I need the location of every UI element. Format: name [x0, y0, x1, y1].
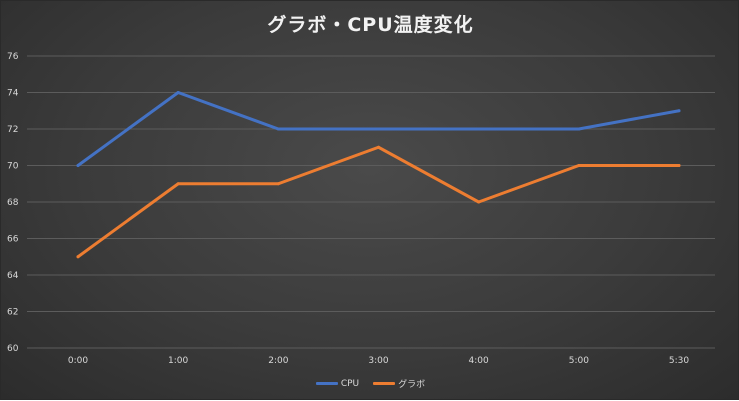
legend-swatch-gpu [373, 382, 396, 385]
y-tick-label: 74 [7, 89, 19, 99]
y-tick-label: 76 [7, 52, 19, 62]
x-tick-label: 1:00 [168, 356, 188, 366]
y-tick-label: 62 [7, 308, 18, 318]
legend: CPU グラボ [1, 377, 739, 390]
data-point-gpu [677, 164, 681, 167]
x-tick-label: 5:30 [669, 356, 689, 366]
legend-label-cpu: CPU [340, 378, 360, 389]
legend-item-cpu: CPU [315, 377, 360, 390]
data-point-cpu [577, 127, 581, 131]
data-point-gpu [377, 145, 380, 149]
legend-label-gpu: グラボ [398, 380, 426, 390]
x-tick-label: 2:00 [268, 356, 288, 366]
legend-item-gpu: グラボ [373, 377, 425, 390]
x-tick-label: 4:00 [469, 356, 489, 366]
data-point-gpu [176, 182, 180, 186]
x-tick-label: 5:00 [569, 356, 589, 366]
data-point-gpu [276, 182, 280, 186]
data-point-cpu [76, 164, 80, 167]
legend-swatch-cpu [315, 382, 338, 385]
x-tick-label: 3:00 [368, 356, 388, 366]
data-point-cpu [377, 127, 380, 131]
chart-title: グラボ・CPU温度変化 [267, 14, 474, 36]
y-tick-label: 60 [7, 344, 19, 354]
data-point-gpu [76, 255, 80, 259]
y-tick-label: 68 [7, 198, 19, 208]
x-tick-label: 0:00 [68, 356, 88, 366]
y-tick-label: 64 [7, 271, 19, 281]
y-tick-label: 70 [7, 162, 19, 172]
data-point-cpu [276, 127, 280, 131]
y-tick-label: 66 [7, 235, 19, 245]
y-tick-label: 72 [7, 125, 18, 135]
data-point-cpu [176, 91, 180, 94]
data-point-cpu [477, 127, 481, 131]
data-point-cpu [677, 109, 681, 113]
data-point-gpu [577, 164, 581, 167]
data-point-gpu [477, 200, 481, 204]
